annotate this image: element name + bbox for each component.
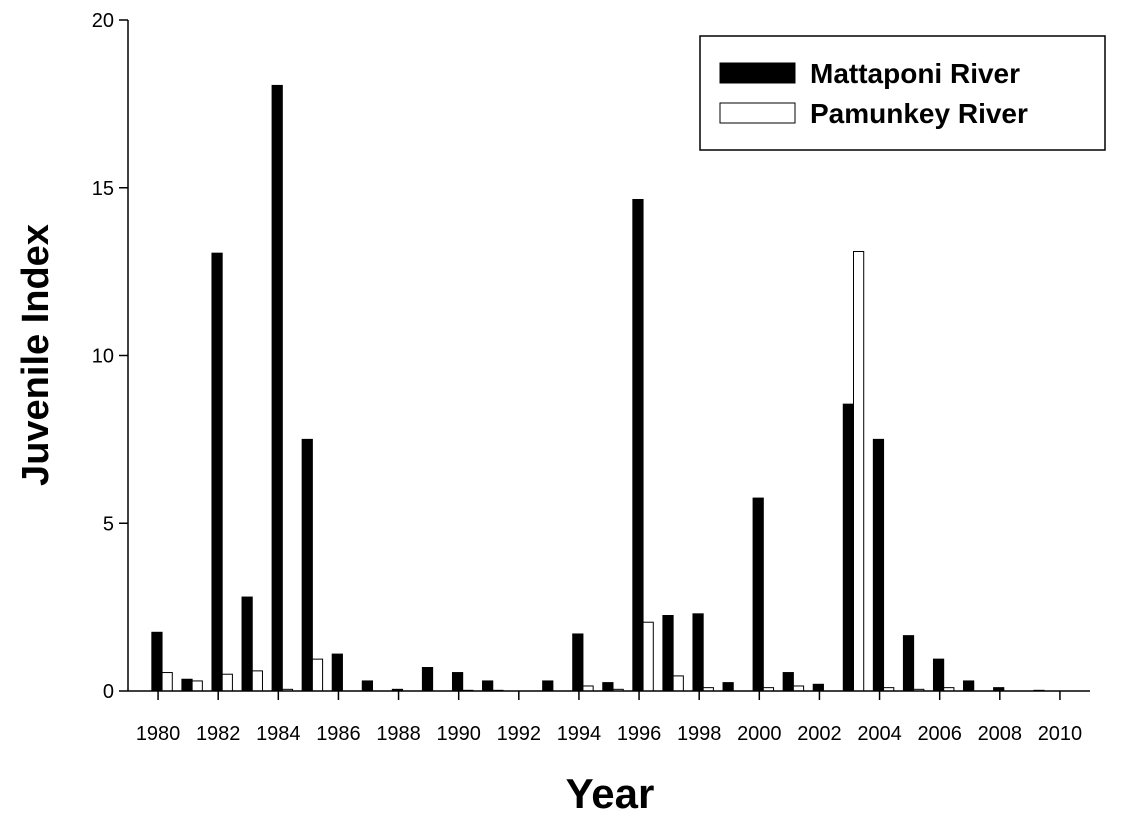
- bar: [662, 615, 674, 692]
- x-tick-label: 1994: [557, 723, 602, 745]
- x-tick-label: 1990: [436, 723, 481, 745]
- x-tick-label: 1998: [677, 723, 722, 745]
- bar: [241, 596, 253, 692]
- bar: [672, 675, 684, 692]
- y-axis-title: Juvenile Index: [15, 224, 57, 486]
- bar: [251, 670, 263, 692]
- legend-swatch: [719, 62, 796, 84]
- bar: [482, 680, 494, 692]
- x-tick-label: 2004: [857, 723, 902, 745]
- bar: [301, 438, 313, 692]
- y-tick-label: 5: [103, 513, 114, 535]
- bar: [361, 680, 373, 692]
- x-tick-label: 2000: [737, 723, 782, 745]
- x-tick-label: 1980: [136, 723, 181, 745]
- x-tick-label: 2006: [917, 723, 962, 745]
- bar: [582, 685, 594, 692]
- legend-label: Mattaponi River: [810, 58, 1020, 89]
- bar: [853, 250, 865, 692]
- bar: [181, 678, 193, 692]
- x-tick-label: 1986: [316, 723, 361, 745]
- bar: [842, 403, 854, 692]
- bar: [221, 673, 233, 692]
- bar: [572, 633, 584, 692]
- bar: [161, 672, 173, 692]
- bar: [311, 658, 324, 692]
- bar: [752, 497, 764, 692]
- bar: [812, 683, 824, 692]
- x-tick-label: 2002: [797, 723, 842, 745]
- legend-label: Pamunkey River: [810, 98, 1028, 129]
- x-tick-label: 1984: [256, 723, 301, 745]
- x-axis-title: Year: [566, 770, 655, 815]
- bar: [451, 672, 464, 692]
- bar: [782, 672, 794, 692]
- bar: [963, 680, 975, 692]
- legend-box: [699, 35, 1106, 151]
- bar: [932, 658, 945, 692]
- x-tick-label: 2008: [978, 723, 1023, 745]
- bar: [331, 653, 343, 692]
- x-tick-label: 1988: [376, 723, 421, 745]
- x-tick-label: 1982: [196, 723, 241, 745]
- bar: [151, 631, 163, 692]
- bar: [872, 438, 885, 692]
- x-tick-label: 1992: [497, 723, 542, 745]
- bar: [602, 682, 614, 692]
- bar: [642, 621, 654, 692]
- bar: [421, 667, 434, 692]
- bar: [542, 680, 554, 692]
- bar: [792, 685, 805, 692]
- x-tick-label: 1996: [617, 723, 662, 745]
- bar: [191, 680, 203, 692]
- x-tick-label: 2010: [1038, 723, 1083, 745]
- y-tick-label: 20: [92, 10, 114, 32]
- bar: [902, 635, 915, 692]
- bar: [692, 613, 704, 692]
- bar: [211, 252, 223, 692]
- y-tick-label: 10: [92, 346, 114, 368]
- y-tick-label: 15: [92, 178, 114, 200]
- bar: [271, 84, 283, 692]
- bar: [632, 198, 644, 692]
- bar: [722, 682, 734, 692]
- legend-swatch: [719, 102, 796, 124]
- y-tick-label: 0: [103, 681, 114, 703]
